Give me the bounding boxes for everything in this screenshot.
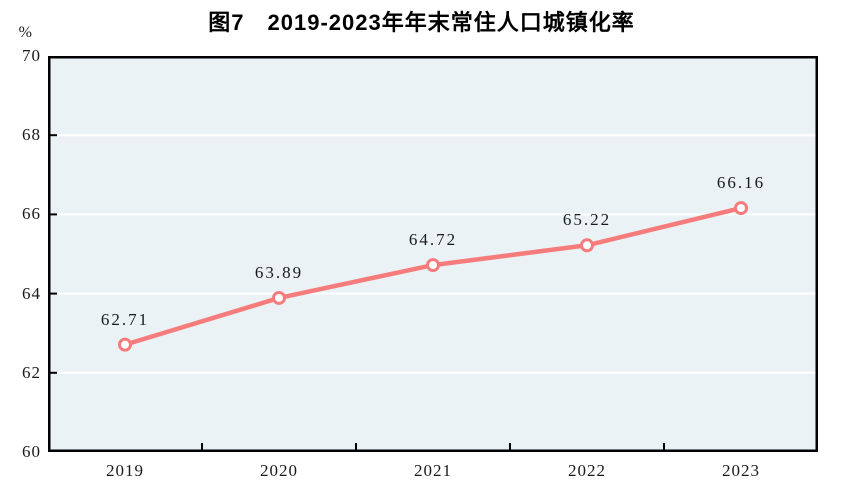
data-label-2020: 63.89 xyxy=(254,262,304,282)
x-tick-label-2023: 2023 xyxy=(722,461,760,480)
y-tick-label-62: 62 xyxy=(22,362,41,382)
y-tick-label-68: 68 xyxy=(22,125,41,145)
x-tick-label-2019: 2019 xyxy=(106,461,144,480)
data-point-marker-2020 xyxy=(272,290,286,305)
data-label-2019: 62.71 xyxy=(100,309,150,329)
chart-title: 图7 2019-2023年年末常住人口城镇化率 xyxy=(208,10,635,35)
data-point-marker-2019 xyxy=(118,337,132,352)
y-tick-label-60: 60 xyxy=(22,442,41,461)
data-label-2021: 64.72 xyxy=(408,230,458,250)
y-axis-unit-label: % xyxy=(18,24,32,41)
x-tick-label-2021: 2021 xyxy=(414,461,452,480)
data-label-2022: 65.22 xyxy=(562,210,612,230)
y-tick-label-66: 66 xyxy=(22,204,41,224)
line-chart-canvas xyxy=(48,56,818,452)
data-label-2023: 66.16 xyxy=(716,173,766,193)
data-point-marker-2023 xyxy=(734,201,748,216)
x-tick-label-2020: 2020 xyxy=(260,461,298,480)
data-point-marker-2022 xyxy=(580,238,594,253)
x-tick-label-2022: 2022 xyxy=(568,461,606,480)
plot-background xyxy=(48,56,818,452)
data-point-marker-2021 xyxy=(426,258,440,273)
y-tick-label-70: 70 xyxy=(22,46,41,65)
plot-area xyxy=(48,56,818,452)
y-tick-label-64: 64 xyxy=(22,283,41,303)
plot-border xyxy=(48,56,818,452)
